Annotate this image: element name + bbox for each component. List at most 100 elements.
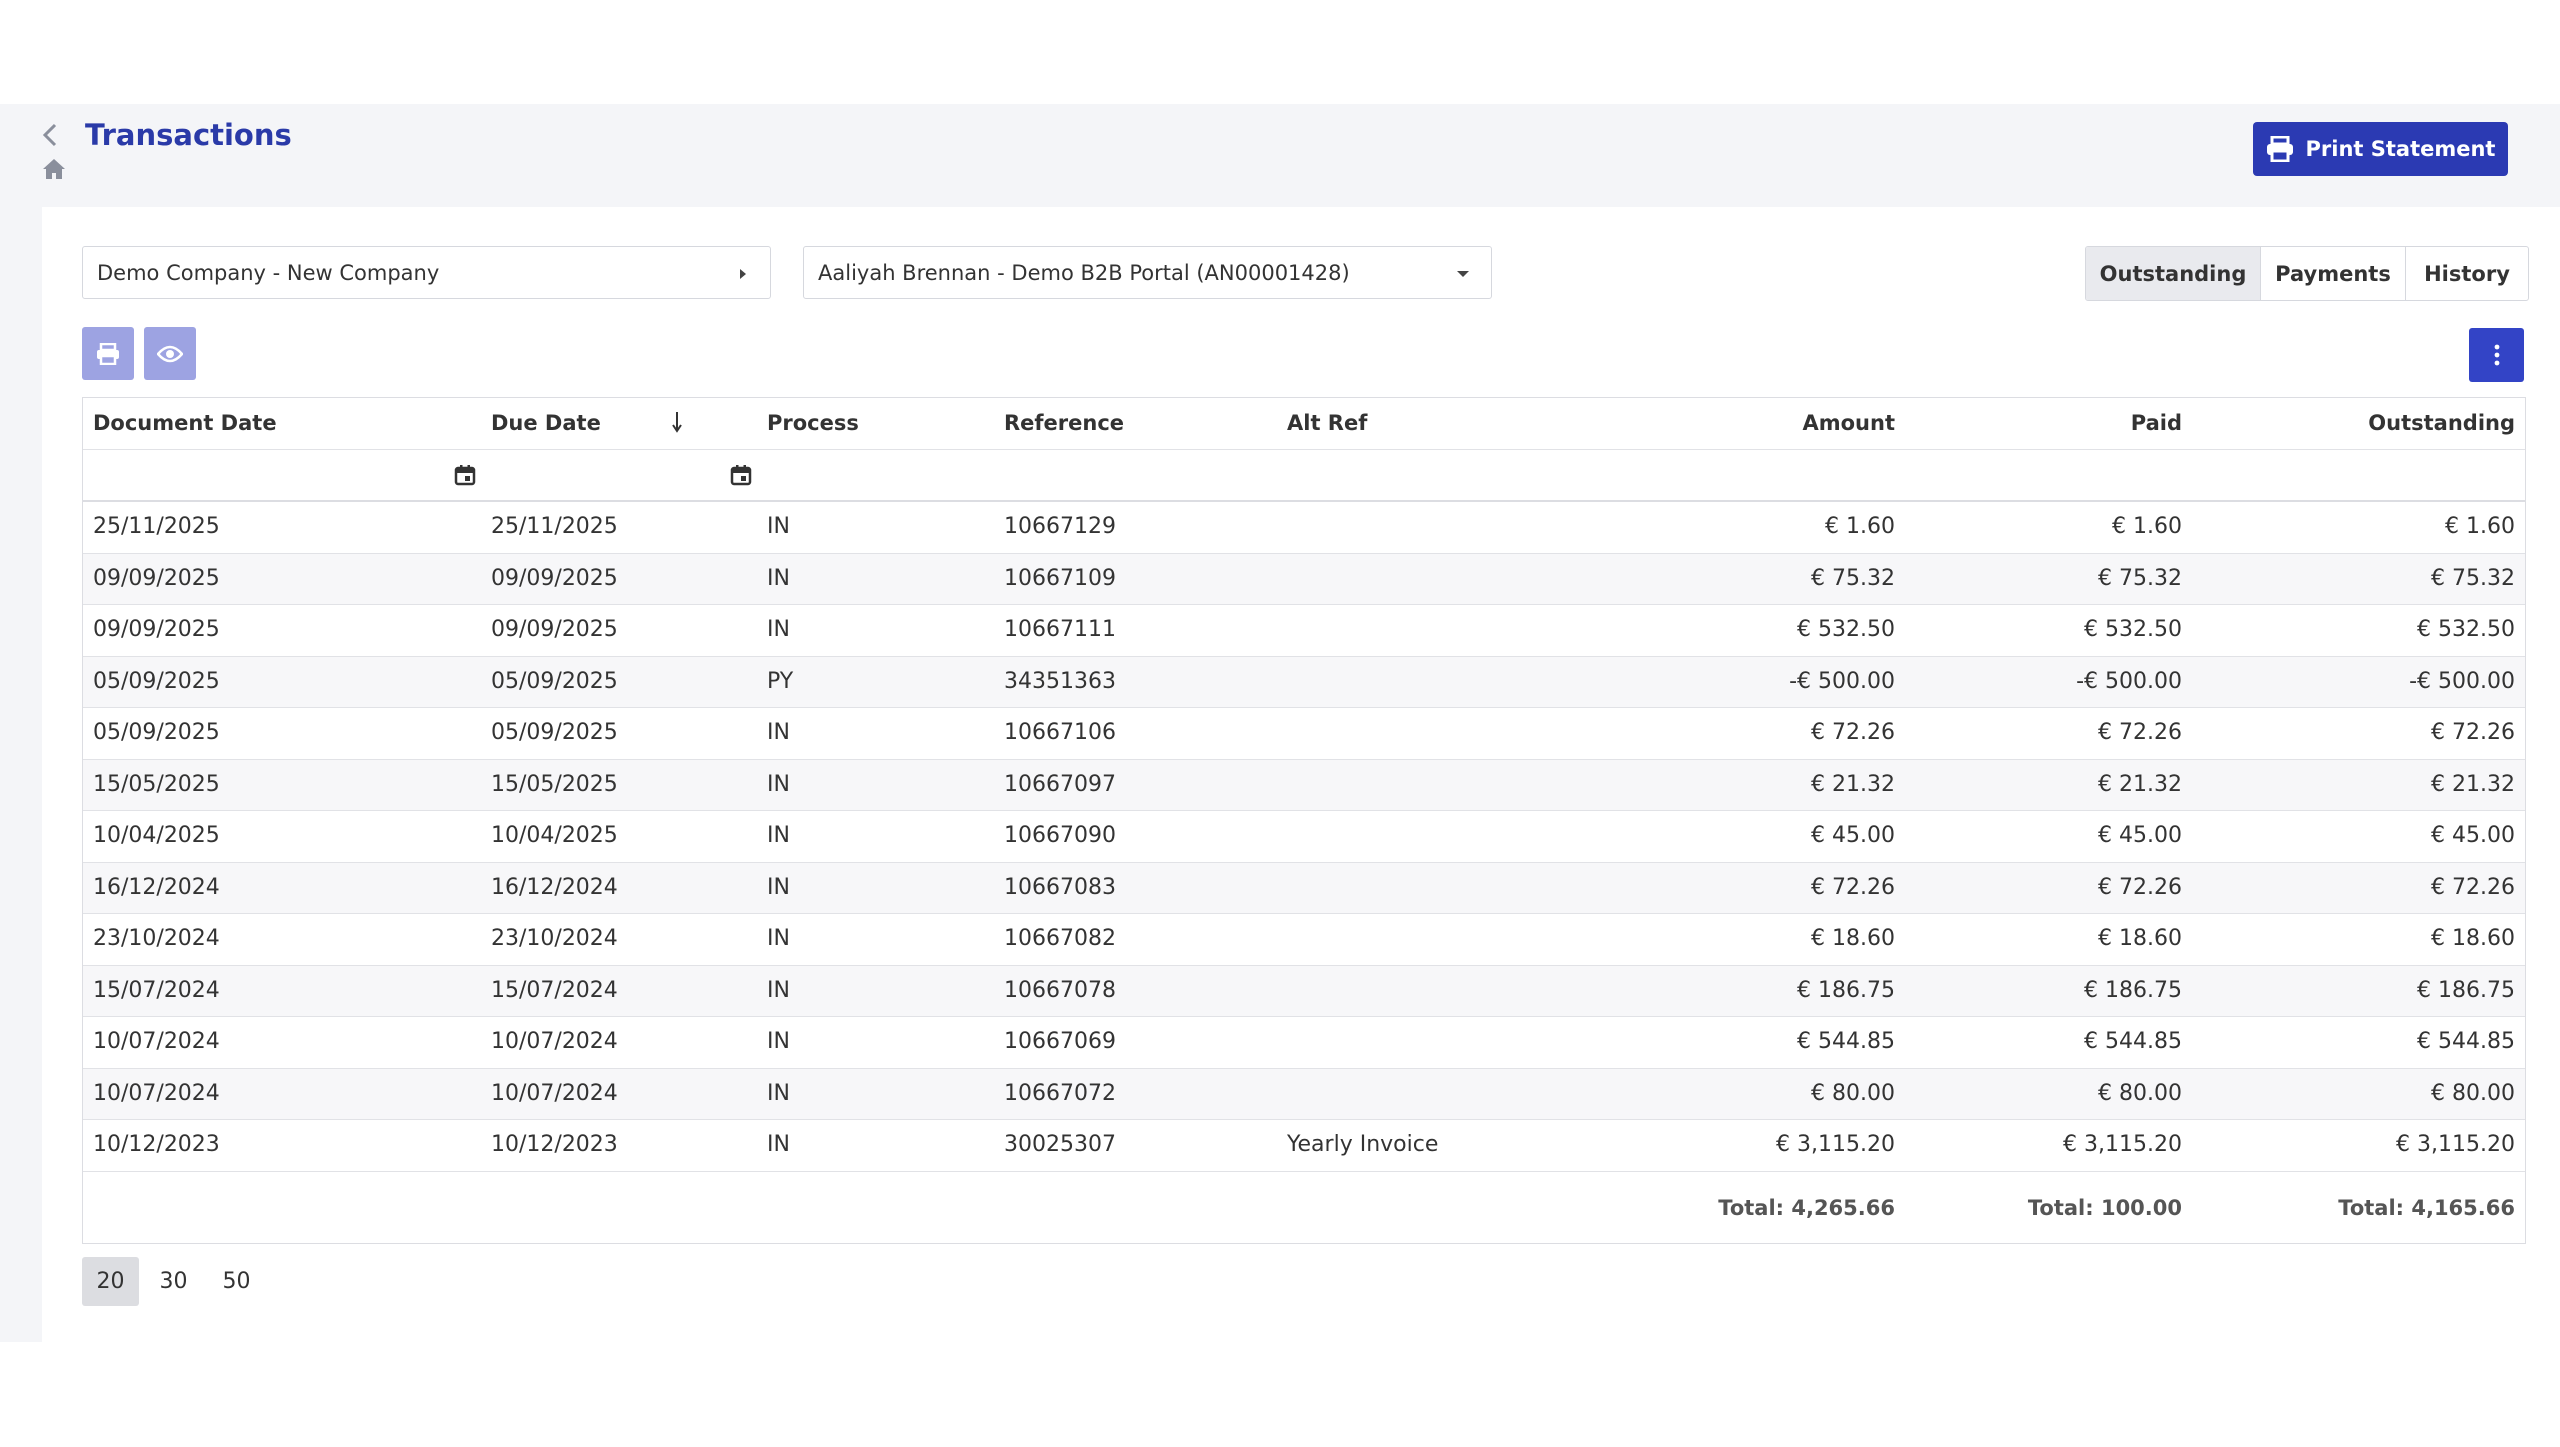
totals-row: Total: 4,265.66 Total: 100.00 Total: 4,165… xyxy=(83,1172,2525,1244)
page-size-option[interactable]: 30 xyxy=(159,1269,188,1294)
table-cell: 16/12/2024 xyxy=(491,874,618,900)
table-row[interactable]: 10/12/2023 10/12/2023 IN 30025307 Yearly Inv… xyxy=(83,1120,2525,1172)
table-cell: € 544.85 xyxy=(2084,1029,2182,1054)
table-cell: € 21.32 xyxy=(2431,771,2515,797)
table-cell: IN xyxy=(767,926,790,951)
company-value: Demo Company - New Company xyxy=(97,260,440,285)
table-cell: 10667097 xyxy=(1004,771,1116,797)
table-cell: PY xyxy=(767,668,794,694)
column-header[interactable]: Process xyxy=(767,411,859,435)
table-cell: 23/10/2024 xyxy=(491,926,618,951)
table-row[interactable]: 25/11/2025 25/11/2025 IN 10667129 € 1.60 € 1.… xyxy=(83,502,2525,554)
table-cell: -€ 500.00 xyxy=(1789,668,1895,694)
account-select[interactable]: Aaliyah Brennan - Demo B2B Portal (AN000… xyxy=(803,246,1492,299)
table-cell: 15/05/2025 xyxy=(491,771,618,797)
table-row[interactable]: 05/09/2025 05/09/2025 IN 10667106 € 72.26 € 7… xyxy=(83,708,2525,760)
column-header[interactable]: Reference xyxy=(1004,411,1125,435)
table-cell: € 75.32 xyxy=(1811,565,1895,591)
table-cell: 10/04/2025 xyxy=(491,823,618,848)
column-header[interactable]: Paid xyxy=(2130,411,2182,435)
table-cell: € 21.32 xyxy=(1811,771,1895,797)
table-cell: € 80.00 xyxy=(1811,1080,1895,1106)
table-cell: 10667111 xyxy=(1004,617,1116,642)
total-cell: Total: 4,265.66 xyxy=(1718,1195,1895,1220)
table-cell: € 532.50 xyxy=(2417,617,2515,642)
table-cell: 10667083 xyxy=(1004,874,1116,900)
transactions-table: Document Date Due Date Process Reference Alt… xyxy=(82,397,2526,1244)
table-cell: 30025307 xyxy=(1004,1132,1116,1157)
tab-group: Outstanding Payments History xyxy=(2085,246,2529,301)
column-header[interactable]: Due Date xyxy=(491,411,601,435)
side-strip xyxy=(0,207,42,1342)
total-cell: Total: 4,165.66 xyxy=(2338,1195,2515,1220)
table-cell: 10667090 xyxy=(1004,823,1116,848)
more-button[interactable] xyxy=(2469,328,2524,382)
table-cell: 23/10/2024 xyxy=(93,926,220,951)
table-row[interactable]: 15/05/2025 15/05/2025 IN 10667097 € 21.32 € 2… xyxy=(83,759,2525,811)
header-bar xyxy=(0,104,2560,207)
table-cell: € 532.50 xyxy=(1797,617,1895,642)
table-cell: 10/07/2024 xyxy=(491,1029,618,1054)
table-row[interactable]: 10/07/2024 10/07/2024 IN 10667069 € 544.85 € … xyxy=(83,1017,2525,1069)
account-value: Aaliyah Brennan - Demo B2B Portal (AN000… xyxy=(818,260,1350,285)
table-cell: 15/07/2024 xyxy=(491,977,618,1003)
page-size-option[interactable]: 50 xyxy=(222,1269,251,1294)
table-row[interactable]: 16/12/2024 16/12/2024 IN 10667083 € 72.26 € 7… xyxy=(83,862,2525,914)
print-statement-label: Print Statement xyxy=(2305,137,2496,161)
table-cell: 25/11/2025 xyxy=(93,514,220,539)
table-cell: IN xyxy=(767,565,790,591)
table-cell: IN xyxy=(767,617,790,642)
table-cell: 05/09/2025 xyxy=(491,720,618,745)
table-cell: IN xyxy=(767,1080,790,1106)
page-size-option[interactable]: 20 xyxy=(82,1257,139,1306)
column-header[interactable]: Alt Ref xyxy=(1287,411,1368,435)
tab[interactable]: History xyxy=(2424,261,2510,286)
table-row[interactable]: 10/04/2025 10/04/2025 IN 10667090 € 45.00 € 4… xyxy=(83,811,2525,863)
table-cell: IN xyxy=(767,720,790,745)
table-row[interactable]: 05/09/2025 05/09/2025 PY 34351363 -€ 500.00 -… xyxy=(83,656,2525,708)
tab[interactable]: Outstanding xyxy=(2086,247,2261,300)
table-cell: IN xyxy=(767,874,790,900)
tab[interactable]: Payments xyxy=(2261,247,2406,300)
table-row[interactable]: 15/07/2024 15/07/2024 IN 10667078 € 186.75 € … xyxy=(83,965,2525,1017)
company-select[interactable]: Demo Company - New Company xyxy=(82,246,771,299)
table-cell: 10667078 xyxy=(1004,977,1116,1003)
sort-arrow xyxy=(672,412,682,433)
back-icon[interactable] xyxy=(40,122,60,148)
table-cell: € 72.26 xyxy=(2431,874,2515,900)
table-cell: -€ 500.00 xyxy=(2076,668,2182,694)
column-header[interactable]: Document Date xyxy=(93,411,277,435)
table-cell: -€ 500.00 xyxy=(2409,668,2515,694)
table-cell: € 186.75 xyxy=(1797,977,1895,1003)
column-header[interactable]: Outstanding xyxy=(2368,411,2515,435)
filter-row xyxy=(83,450,2525,502)
table-row[interactable]: 09/09/2025 09/09/2025 IN 10667111 € 532.50 € … xyxy=(83,605,2525,657)
table-cell: 10667069 xyxy=(1004,1029,1116,1054)
table-row[interactable]: 09/09/2025 09/09/2025 IN 10667109 € 75.32 € 7… xyxy=(83,553,2525,605)
table-cell: € 1.60 xyxy=(1825,514,1895,539)
table-cell: € 186.75 xyxy=(2084,977,2182,1003)
table-cell: 05/09/2025 xyxy=(93,720,220,745)
print-statement-button[interactable]: Print Statement xyxy=(2253,122,2508,176)
table-row[interactable]: 23/10/2024 23/10/2024 IN 10667082 € 18.60 € 1… xyxy=(83,914,2525,966)
table-cell: 09/09/2025 xyxy=(93,617,220,642)
calendar-icon[interactable] xyxy=(730,464,752,486)
table-cell: € 45.00 xyxy=(2098,823,2182,848)
view-button[interactable] xyxy=(144,327,196,380)
table-cell: € 72.26 xyxy=(2098,874,2182,900)
table-cell: 10667072 xyxy=(1004,1080,1116,1106)
column-header[interactable]: Amount xyxy=(1802,411,1895,435)
table-cell: 05/09/2025 xyxy=(93,668,220,694)
print-table-button[interactable] xyxy=(82,327,134,380)
table-cell: IN xyxy=(767,1132,790,1157)
table-cell: 09/09/2025 xyxy=(93,565,220,591)
table-row[interactable]: 10/07/2024 10/07/2024 IN 10667072 € 80.00 € 8… xyxy=(83,1068,2525,1120)
home-icon[interactable] xyxy=(42,158,66,180)
table-cell: IN xyxy=(767,823,790,848)
table-cell: 10667109 xyxy=(1004,565,1116,591)
calendar-icon[interactable] xyxy=(454,464,476,486)
table-cell: 10/04/2025 xyxy=(93,823,220,848)
header-row: Document Date Due Date Process Reference Alt… xyxy=(83,398,2525,450)
table-cell: € 18.60 xyxy=(1811,926,1895,951)
table-cell: 05/09/2025 xyxy=(491,668,618,694)
